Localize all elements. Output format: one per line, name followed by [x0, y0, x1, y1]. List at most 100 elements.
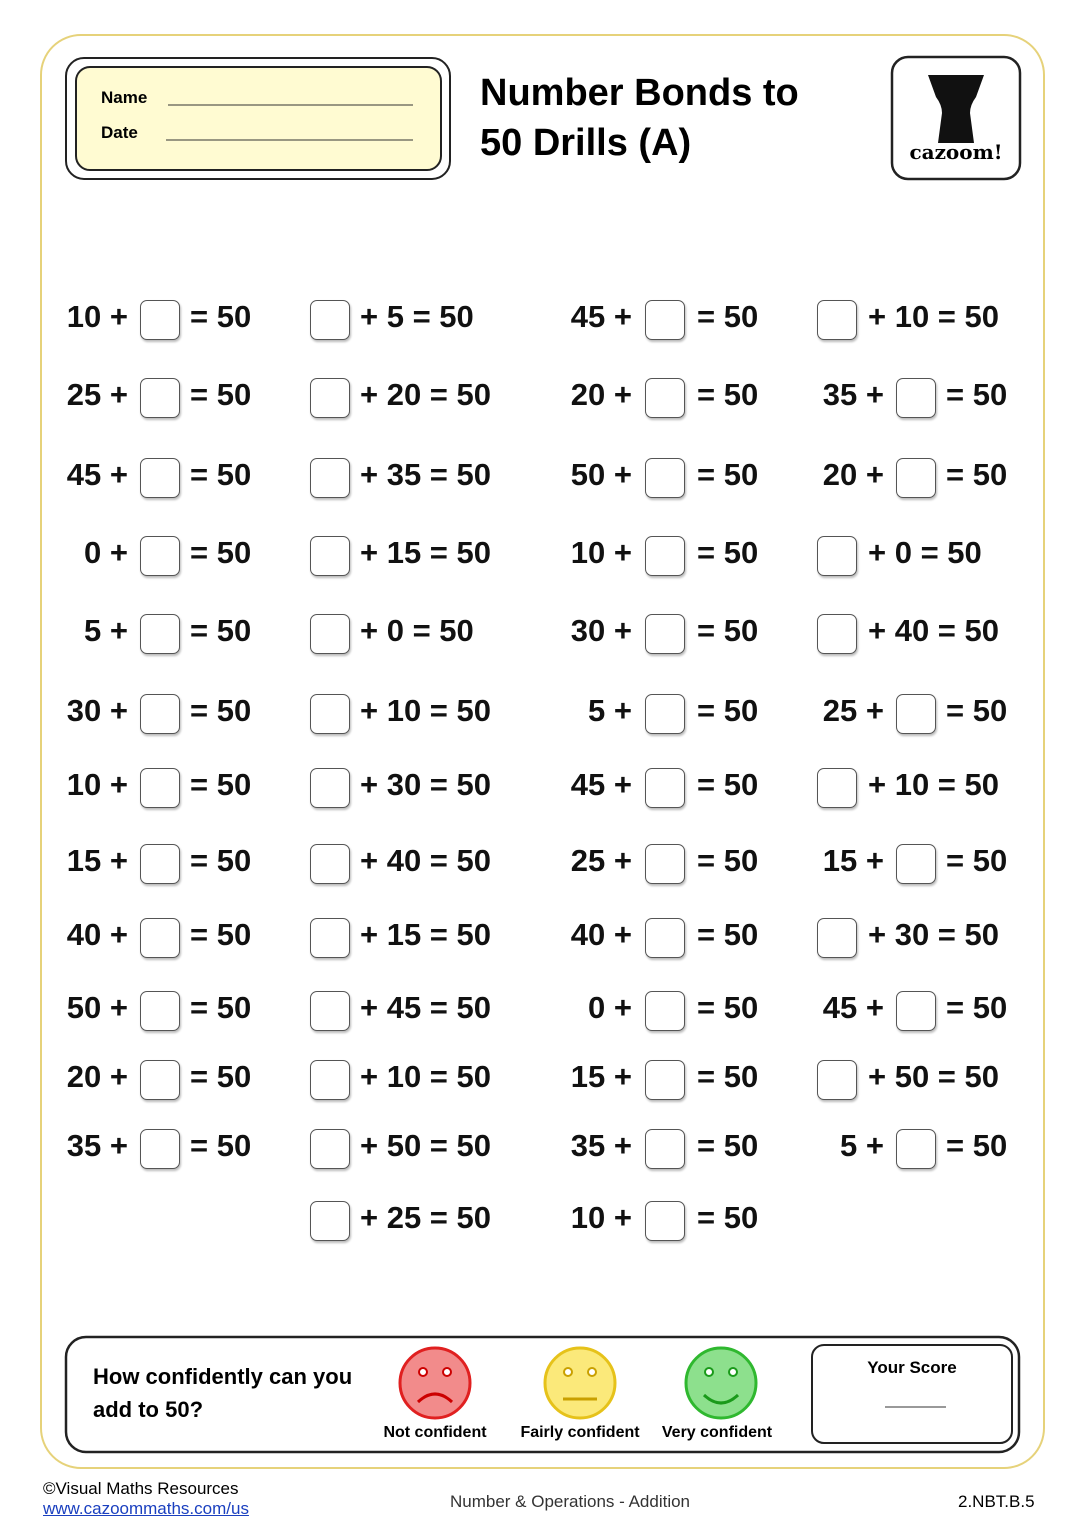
problem-right: + 0 = 50: [360, 613, 474, 648]
problem-right: = 50: [190, 535, 252, 570]
answer-box[interactable]: [310, 300, 350, 340]
answer-box[interactable]: [645, 536, 685, 576]
answer-box[interactable]: [310, 1060, 350, 1100]
problem-right: + 30 = 50: [868, 917, 1000, 952]
problem-left: 35 +: [822, 377, 884, 412]
problem-right: + 50 = 50: [360, 1128, 492, 1163]
problem-left: 40 +: [66, 917, 128, 952]
problem-left: 25 +: [66, 377, 128, 412]
answer-box[interactable]: [310, 694, 350, 734]
problem-right: + 50 = 50: [868, 1059, 1000, 1094]
answer-box[interactable]: [140, 614, 180, 654]
problem-right: = 50: [697, 1059, 759, 1094]
answer-box[interactable]: [817, 614, 857, 654]
problem-left: 10 +: [570, 535, 632, 570]
problem-right: + 20 = 50: [360, 377, 492, 412]
problem-right: = 50: [946, 1128, 1008, 1163]
answer-box[interactable]: [310, 536, 350, 576]
copyright: ©Visual Maths Resources: [43, 1479, 239, 1498]
happy-face: [684, 1346, 758, 1420]
problem-left: 10 +: [66, 299, 128, 334]
answer-box[interactable]: [896, 378, 936, 418]
problem-right: = 50: [946, 990, 1008, 1025]
problem-left: 5 +: [588, 693, 632, 728]
problem-right: + 10 = 50: [360, 693, 492, 728]
answer-box[interactable]: [140, 300, 180, 340]
answer-box[interactable]: [310, 1129, 350, 1169]
answer-box[interactable]: [140, 1129, 180, 1169]
problem-right: = 50: [697, 990, 759, 1025]
problem-right: = 50: [697, 613, 759, 648]
answer-box[interactable]: [310, 991, 350, 1031]
answer-box[interactable]: [896, 458, 936, 498]
answer-box[interactable]: [645, 1201, 685, 1241]
problem-left: 10 +: [66, 767, 128, 802]
answer-box[interactable]: [645, 300, 685, 340]
problem-right: = 50: [697, 377, 759, 412]
answer-box[interactable]: [645, 768, 685, 808]
problem-left: 30 +: [66, 693, 128, 728]
answer-box[interactable]: [817, 1060, 857, 1100]
problem-right: + 15 = 50: [360, 535, 492, 570]
answer-box[interactable]: [140, 991, 180, 1031]
answer-box[interactable]: [817, 768, 857, 808]
problem-right: = 50: [697, 299, 759, 334]
problem-left: 5 +: [840, 1128, 884, 1163]
problem-left: 40 +: [570, 917, 632, 952]
problem-left: 35 +: [570, 1128, 632, 1163]
problem-right: + 40 = 50: [868, 613, 1000, 648]
answer-box[interactable]: [140, 768, 180, 808]
answer-box[interactable]: [817, 300, 857, 340]
answer-box[interactable]: [645, 614, 685, 654]
answer-box[interactable]: [140, 458, 180, 498]
problem-left: 15 +: [570, 1059, 632, 1094]
problem-right: + 30 = 50: [360, 767, 492, 802]
answer-box[interactable]: [817, 918, 857, 958]
answer-box[interactable]: [896, 991, 936, 1031]
answer-box[interactable]: [310, 844, 350, 884]
rating-label: Very confident: [661, 1424, 773, 1441]
answer-box[interactable]: [645, 991, 685, 1031]
problem-right: = 50: [697, 767, 759, 802]
answer-box[interactable]: [140, 918, 180, 958]
answer-box[interactable]: [896, 1129, 936, 1169]
answer-box[interactable]: [140, 844, 180, 884]
answer-box[interactable]: [310, 1201, 350, 1241]
answer-box[interactable]: [645, 1129, 685, 1169]
answer-box[interactable]: [896, 694, 936, 734]
url[interactable]: www.cazoommaths.com/us: [43, 1499, 249, 1518]
problem-right: + 35 = 50: [360, 457, 492, 492]
problem-left: 35 +: [66, 1128, 128, 1163]
answer-box[interactable]: [310, 378, 350, 418]
answer-box[interactable]: [645, 458, 685, 498]
answer-box[interactable]: [645, 918, 685, 958]
rating-label: Not confident: [383, 1424, 487, 1441]
problem-right: = 50: [697, 535, 759, 570]
answer-box[interactable]: [310, 768, 350, 808]
problem-left: 20 +: [570, 377, 632, 412]
answer-box[interactable]: [310, 614, 350, 654]
problem-left: 25 +: [822, 693, 884, 728]
problem-right: = 50: [190, 1128, 252, 1163]
answer-box[interactable]: [817, 536, 857, 576]
answer-box[interactable]: [310, 918, 350, 958]
answer-box[interactable]: [140, 694, 180, 734]
answer-box[interactable]: [140, 536, 180, 576]
answer-box[interactable]: [645, 1060, 685, 1100]
answer-box[interactable]: [645, 694, 685, 734]
problem-right: = 50: [190, 693, 252, 728]
answer-box[interactable]: [896, 844, 936, 884]
standard-code: 2.NBT.B.5: [958, 1492, 1035, 1511]
problem-right: + 10 = 50: [868, 299, 1000, 334]
problem-right: + 15 = 50: [360, 917, 492, 952]
problem-right: = 50: [946, 457, 1008, 492]
answer-box[interactable]: [310, 458, 350, 498]
problem-left: 45 +: [570, 767, 632, 802]
problem-right: = 50: [190, 767, 252, 802]
answer-box[interactable]: [645, 844, 685, 884]
answer-box[interactable]: [140, 1060, 180, 1100]
answer-box[interactable]: [645, 378, 685, 418]
answer-box[interactable]: [140, 378, 180, 418]
